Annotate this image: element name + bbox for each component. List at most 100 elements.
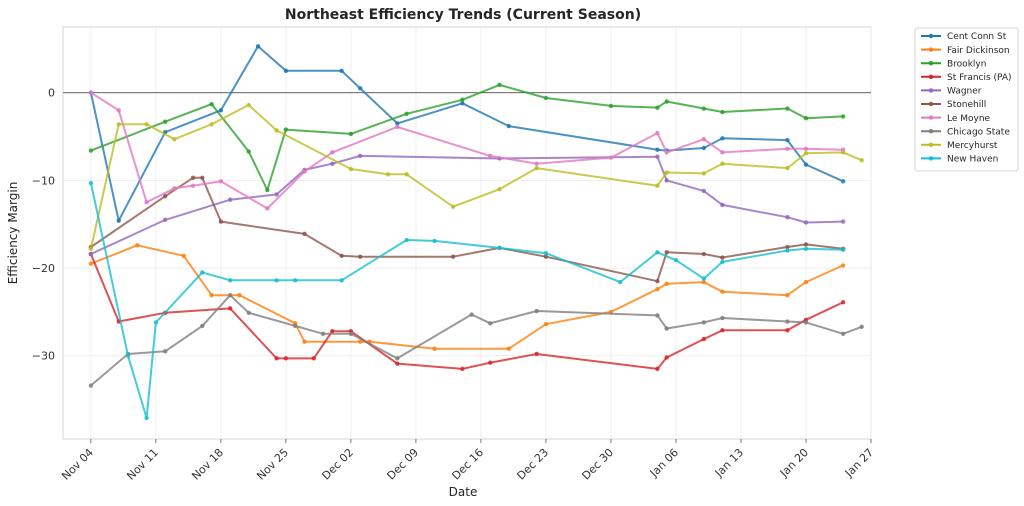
data-point [701, 251, 707, 257]
data-point [655, 147, 660, 152]
data-point [608, 103, 614, 109]
data-point [404, 111, 409, 116]
data-point [655, 313, 660, 318]
data-point [404, 172, 409, 177]
legend-marker [928, 129, 934, 134]
data-point [785, 293, 790, 298]
data-point [543, 250, 549, 256]
data-point [172, 186, 177, 191]
data-point [608, 155, 614, 160]
data-point [88, 261, 94, 266]
data-point [701, 145, 707, 151]
x-tick-label: Jan 27 [842, 446, 876, 480]
grid [63, 27, 872, 439]
legend-marker [928, 142, 934, 147]
data-point [803, 162, 809, 167]
data-point [283, 356, 289, 361]
data-point [348, 166, 354, 172]
legend-marker [928, 101, 934, 107]
series-le-moyne [88, 90, 846, 211]
data-point [348, 331, 354, 337]
data-point [218, 179, 224, 184]
data-point [488, 153, 493, 159]
x-tick-label: Dec 09 [384, 446, 421, 483]
data-point [506, 123, 511, 129]
data-point [840, 300, 846, 305]
data-point [840, 150, 846, 155]
data-point [274, 278, 279, 283]
legend-label: Fair Dickinson [947, 46, 1010, 56]
legend-label: Le Moyne [947, 114, 991, 124]
data-point [803, 279, 809, 285]
data-point [404, 237, 409, 243]
data-point [803, 246, 809, 251]
legend-marker [928, 61, 934, 66]
data-point [803, 320, 809, 325]
data-point [283, 127, 289, 132]
data-point [339, 278, 344, 283]
data-point [534, 351, 539, 357]
series-wagner [88, 153, 846, 257]
data-point [385, 172, 391, 177]
x-tick-label: Jan 13 [712, 446, 746, 480]
legend-label: New Haven [947, 155, 998, 165]
data-point [292, 323, 298, 329]
data-point [488, 360, 493, 365]
data-point [785, 137, 790, 143]
data-point [246, 310, 251, 315]
data-point [200, 323, 205, 329]
data-point [237, 293, 242, 298]
data-point [840, 331, 846, 337]
data-point [88, 383, 94, 388]
data-point [450, 254, 456, 259]
data-point [432, 346, 437, 351]
data-point [460, 366, 465, 372]
x-tick-label: Nov 18 [189, 446, 226, 483]
legend: Cent Conn St Fair Dickinson Brooklyn St Fra… [914, 27, 1019, 172]
data-point [543, 254, 549, 259]
data-point [357, 153, 363, 159]
chart-title: Northeast Efficiency Trends (Current Sea… [285, 7, 641, 23]
y-tick-label: −30 [32, 350, 55, 363]
data-point [190, 175, 196, 180]
data-point [209, 122, 214, 127]
data-point [292, 278, 298, 283]
data-point [497, 186, 502, 192]
data-point [664, 150, 669, 155]
data-point [144, 122, 149, 127]
data-point [88, 90, 94, 95]
data-point [330, 150, 335, 155]
data-point [339, 68, 344, 74]
y-axis-label: Efficiency Margin [6, 182, 20, 285]
data-point [840, 247, 846, 252]
data-point [357, 254, 363, 259]
data-point [135, 243, 140, 248]
data-point [395, 361, 400, 366]
data-point [664, 99, 669, 104]
data-point [339, 253, 344, 258]
data-point [227, 306, 233, 311]
x-axis-ticks: Nov 04 Nov 11 Nov 18 Nov 25 Dec 02 Dec 09 Dec … [59, 439, 876, 483]
data-point [785, 328, 790, 333]
data-point [311, 356, 316, 361]
data-point [200, 270, 205, 275]
y-tick-label: 0 [48, 87, 55, 100]
data-point [534, 308, 539, 314]
data-point [701, 336, 707, 342]
series-line [89, 253, 844, 370]
data-point [664, 326, 669, 331]
x-tick-label: Nov 25 [254, 446, 291, 483]
data-point [395, 356, 400, 361]
x-axis-label: Date [449, 485, 478, 499]
data-point [534, 161, 539, 166]
data-point [395, 121, 400, 126]
data-point [209, 101, 214, 107]
data-point [803, 146, 809, 152]
series-brooklyn [88, 82, 846, 193]
data-point [162, 217, 168, 223]
series-lines [88, 44, 864, 421]
data-point [785, 106, 790, 111]
data-point [543, 321, 549, 327]
series-line [90, 244, 844, 350]
data-point [701, 171, 707, 176]
